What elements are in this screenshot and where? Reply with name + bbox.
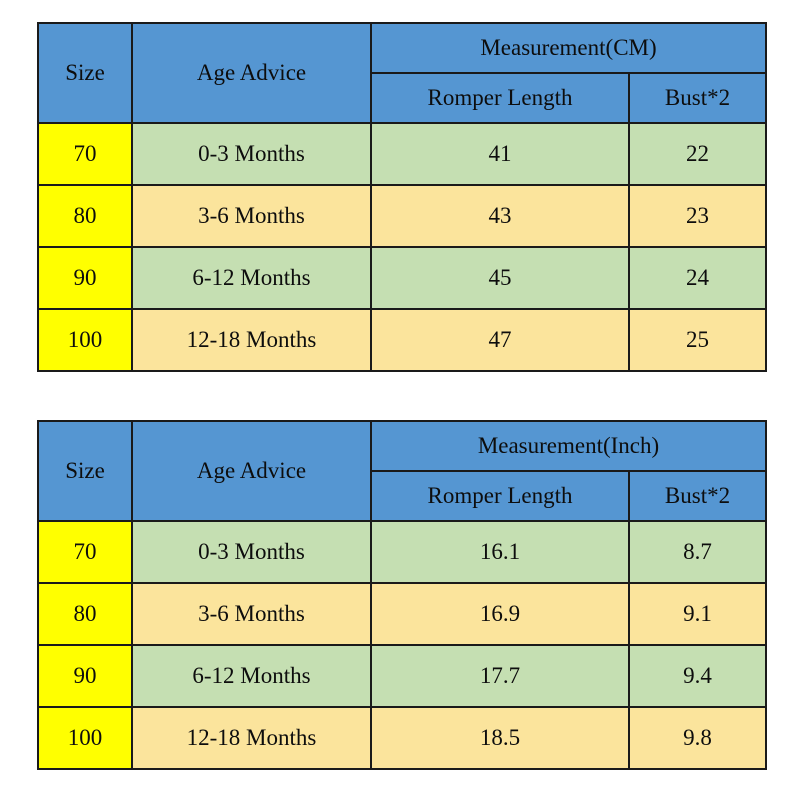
size-cell: 100 [37, 308, 133, 372]
size-column-header: Size [37, 22, 133, 124]
age-cell: 0-3 Months [131, 122, 372, 186]
age-cell: 12-18 Months [131, 308, 372, 372]
age-cell: 12-18 Months [131, 706, 372, 770]
size-column-header: Size [37, 420, 133, 522]
bust-cell: 23 [627, 184, 768, 248]
bust-cell: 22 [627, 122, 768, 186]
age-cell: 6-12 Months [131, 644, 372, 708]
table-row: 80 3-6 Months 43 23 [37, 184, 768, 248]
size-cell: 70 [37, 520, 133, 584]
romper-length-cell: 18.5 [370, 706, 630, 770]
table-row: 80 3-6 Months 16.9 9.1 [37, 582, 767, 646]
table-row: 100 12-18 Months 18.5 9.8 [37, 706, 767, 770]
bust-column-header: Bust*2 [627, 72, 768, 124]
header-row: Size Age Advice Measurement(Inch) [37, 420, 767, 522]
bust-cell: 9.1 [628, 582, 767, 646]
size-chart-cm-table: Size Age Advice Measurement(CM) Romper L… [37, 22, 768, 372]
header-row: Size Age Advice Measurement(CM) [37, 22, 768, 124]
bust-column-header: Bust*2 [628, 470, 767, 522]
bust-cell: 8.7 [628, 520, 767, 584]
age-cell: 3-6 Months [131, 582, 372, 646]
bust-cell: 24 [627, 246, 768, 310]
romper-length-column-header: Romper Length [370, 470, 630, 522]
romper-length-cell: 47 [370, 308, 630, 372]
size-chart-inch-table: Size Age Advice Measurement(Inch) Romper… [37, 420, 767, 770]
size-cell: 90 [37, 644, 133, 708]
romper-length-cell: 45 [370, 246, 630, 310]
measurement-group-header: Measurement(Inch) [370, 420, 767, 472]
size-cell: 70 [37, 122, 133, 186]
age-cell: 3-6 Months [131, 184, 372, 248]
measurement-group-header: Measurement(CM) [369, 22, 768, 74]
bust-cell: 9.4 [628, 644, 767, 708]
table-row: 100 12-18 Months 47 25 [37, 308, 768, 372]
table-row: 70 0-3 Months 16.1 8.7 [37, 520, 767, 584]
size-cell: 80 [37, 184, 133, 248]
header-subrow: Romper Length Bust*2 [38, 72, 768, 124]
table-row: 90 6-12 Months 17.7 9.4 [37, 644, 767, 708]
table-row: 70 0-3 Months 41 22 [37, 122, 768, 186]
romper-length-cell: 41 [370, 122, 630, 186]
romper-length-cell: 16.9 [370, 582, 630, 646]
size-cell: 80 [37, 582, 133, 646]
table-row: 90 6-12 Months 45 24 [37, 246, 768, 310]
romper-length-column-header: Romper Length [370, 72, 630, 124]
age-advice-column-header: Age Advice [131, 420, 372, 522]
romper-length-cell: 17.7 [370, 644, 630, 708]
size-cell: 90 [37, 246, 133, 310]
romper-length-cell: 16.1 [370, 520, 630, 584]
age-cell: 0-3 Months [131, 520, 372, 584]
bust-cell: 25 [627, 308, 768, 372]
age-cell: 6-12 Months [131, 246, 372, 310]
bust-cell: 9.8 [628, 706, 767, 770]
romper-length-cell: 43 [370, 184, 630, 248]
age-advice-column-header: Age Advice [131, 22, 372, 124]
size-cell: 100 [37, 706, 133, 770]
header-subrow: Romper Length Bust*2 [38, 470, 767, 522]
